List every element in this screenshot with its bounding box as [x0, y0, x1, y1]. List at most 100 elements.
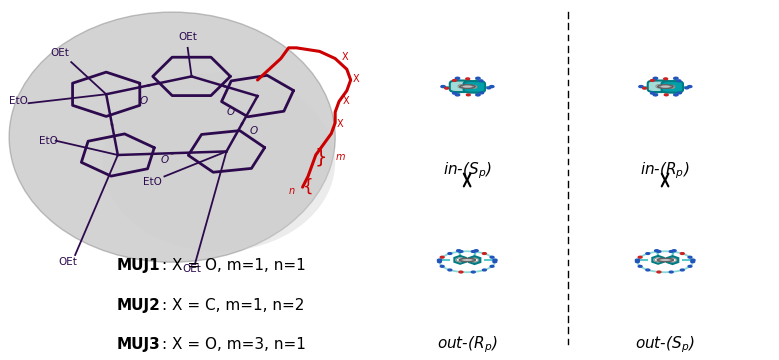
- Text: O: O: [227, 107, 234, 117]
- Text: X: X: [343, 96, 350, 106]
- Polygon shape: [652, 256, 664, 264]
- Circle shape: [643, 87, 647, 89]
- Polygon shape: [667, 256, 679, 264]
- Ellipse shape: [656, 85, 661, 88]
- Text: : X = O, m=3, n=1: : X = O, m=3, n=1: [162, 337, 306, 352]
- Circle shape: [471, 271, 475, 273]
- Circle shape: [664, 78, 668, 80]
- Ellipse shape: [657, 85, 673, 88]
- Circle shape: [445, 87, 449, 89]
- Text: X: X: [341, 53, 348, 63]
- Circle shape: [476, 94, 480, 96]
- Circle shape: [674, 94, 678, 96]
- Circle shape: [654, 77, 657, 79]
- Text: O: O: [249, 126, 258, 136]
- Circle shape: [490, 256, 494, 258]
- Circle shape: [691, 259, 695, 261]
- Text: : X = O, m=1, n=1: : X = O, m=1, n=1: [162, 258, 306, 273]
- Circle shape: [654, 94, 657, 96]
- Polygon shape: [454, 256, 466, 264]
- Circle shape: [669, 251, 673, 252]
- FancyBboxPatch shape: [464, 81, 485, 93]
- Text: out-($R_p$): out-($R_p$): [437, 334, 498, 355]
- Circle shape: [646, 269, 650, 271]
- Circle shape: [691, 261, 695, 263]
- Circle shape: [440, 265, 444, 267]
- Circle shape: [680, 269, 684, 271]
- Text: MUJ2: MUJ2: [117, 297, 160, 312]
- Text: {: {: [303, 178, 313, 196]
- FancyBboxPatch shape: [449, 81, 471, 92]
- Ellipse shape: [670, 85, 675, 88]
- Ellipse shape: [458, 85, 463, 88]
- Circle shape: [657, 251, 661, 252]
- Text: O: O: [139, 96, 147, 107]
- Circle shape: [467, 94, 471, 96]
- Circle shape: [639, 86, 643, 87]
- Circle shape: [448, 269, 452, 271]
- Circle shape: [480, 92, 484, 94]
- Circle shape: [453, 80, 456, 81]
- Circle shape: [493, 261, 497, 263]
- Circle shape: [459, 251, 463, 252]
- Circle shape: [456, 250, 460, 252]
- Ellipse shape: [654, 258, 662, 262]
- Circle shape: [685, 87, 689, 89]
- Circle shape: [672, 250, 676, 252]
- Circle shape: [688, 256, 692, 258]
- Ellipse shape: [102, 73, 335, 251]
- Circle shape: [636, 259, 640, 261]
- Circle shape: [456, 94, 460, 96]
- FancyBboxPatch shape: [661, 81, 683, 93]
- Text: out-($S_p$): out-($S_p$): [635, 334, 695, 355]
- Circle shape: [441, 86, 446, 87]
- Circle shape: [440, 256, 444, 258]
- Text: : X = C, m=1, n=2: : X = C, m=1, n=2: [162, 297, 305, 312]
- Ellipse shape: [472, 85, 477, 88]
- Ellipse shape: [463, 85, 472, 88]
- Ellipse shape: [460, 258, 475, 262]
- Text: EtO: EtO: [143, 177, 162, 187]
- Ellipse shape: [471, 258, 478, 262]
- Text: in-($R_p$): in-($R_p$): [640, 161, 690, 181]
- Circle shape: [646, 253, 650, 255]
- Circle shape: [466, 78, 470, 80]
- Ellipse shape: [660, 259, 671, 261]
- Text: }: }: [315, 148, 327, 167]
- Circle shape: [479, 80, 483, 82]
- Text: O: O: [160, 156, 168, 165]
- Text: in-($S_p$): in-($S_p$): [442, 161, 492, 181]
- Circle shape: [677, 80, 681, 82]
- FancyBboxPatch shape: [647, 81, 669, 92]
- Circle shape: [657, 271, 661, 273]
- Circle shape: [456, 77, 460, 79]
- Circle shape: [482, 253, 486, 255]
- Text: OEt: OEt: [50, 48, 69, 58]
- Circle shape: [459, 271, 463, 273]
- Circle shape: [437, 259, 442, 261]
- Text: X: X: [337, 118, 344, 129]
- Text: MUJ1: MUJ1: [117, 258, 160, 273]
- Circle shape: [448, 253, 452, 255]
- Circle shape: [664, 94, 668, 96]
- Text: X: X: [352, 74, 359, 84]
- Circle shape: [453, 92, 456, 94]
- Text: n: n: [289, 186, 294, 197]
- Circle shape: [638, 265, 642, 267]
- Circle shape: [482, 269, 486, 271]
- Circle shape: [688, 265, 692, 267]
- Ellipse shape: [462, 259, 473, 261]
- Text: EtO: EtO: [9, 96, 28, 107]
- Text: OEt: OEt: [58, 257, 77, 267]
- Ellipse shape: [9, 12, 335, 262]
- Circle shape: [490, 265, 494, 267]
- Text: m: m: [335, 153, 344, 162]
- Circle shape: [654, 250, 659, 252]
- Polygon shape: [469, 256, 481, 264]
- Circle shape: [471, 251, 475, 252]
- Text: OEt: OEt: [182, 264, 201, 274]
- Ellipse shape: [456, 258, 464, 262]
- Circle shape: [638, 256, 642, 258]
- Ellipse shape: [661, 85, 670, 88]
- Circle shape: [674, 77, 678, 79]
